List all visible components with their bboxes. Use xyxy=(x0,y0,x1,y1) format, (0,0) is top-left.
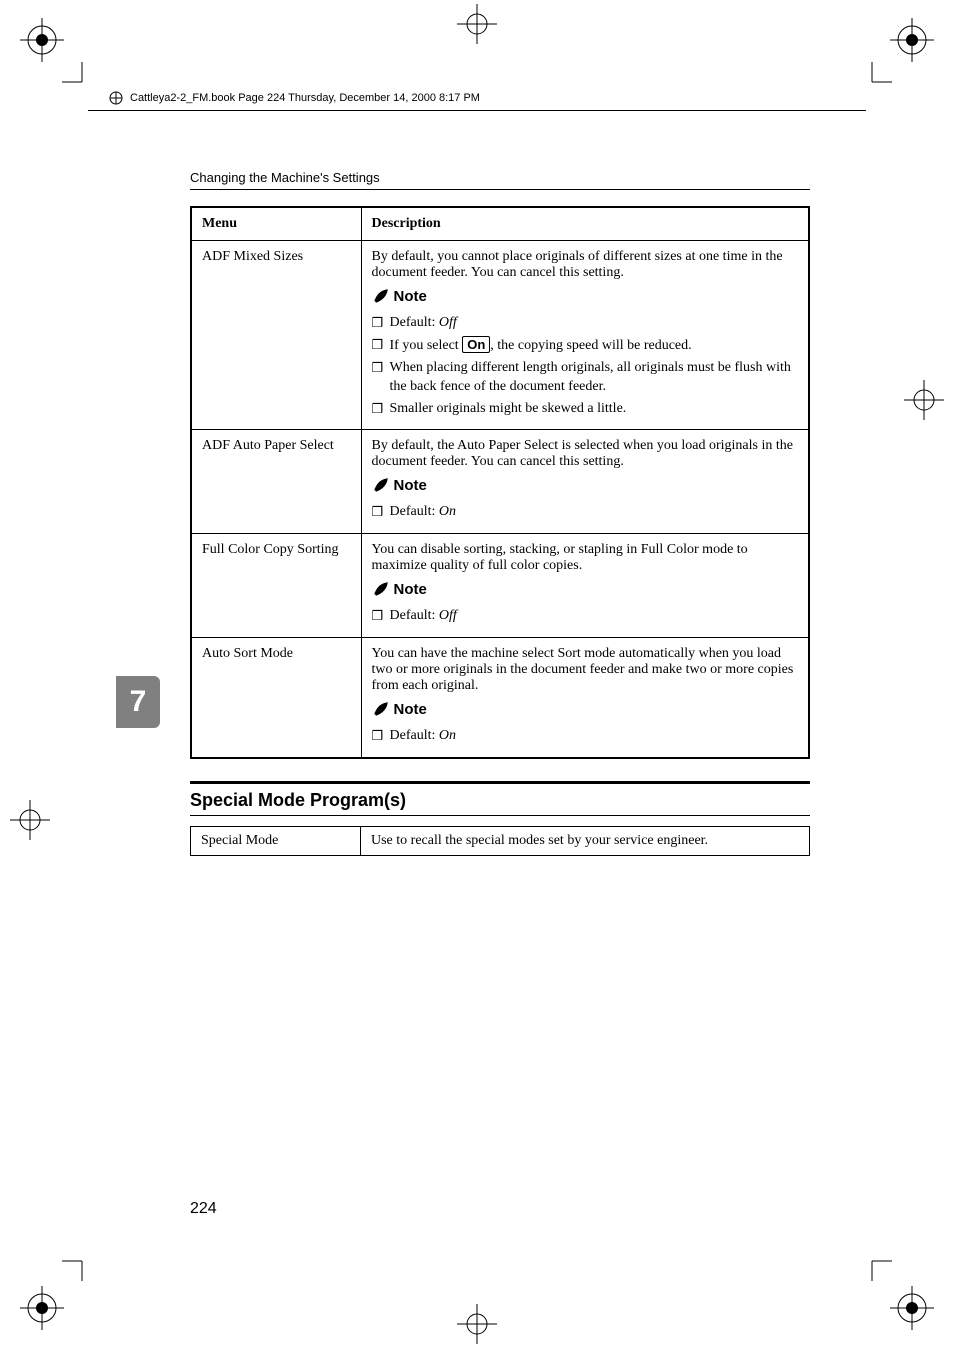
col-desc-header: Description xyxy=(361,207,809,241)
reg-mark-tr xyxy=(890,18,934,62)
reg-mark-tl xyxy=(20,18,64,62)
menu-cell: Special Mode xyxy=(191,827,361,856)
note-text: Note xyxy=(394,701,427,718)
crop-mark-tr xyxy=(864,62,892,95)
menu-cell: Full Color Copy Sorting xyxy=(191,534,361,638)
spread-rule xyxy=(88,110,866,111)
crosshair-right xyxy=(904,380,944,420)
reg-mark-bl xyxy=(20,1286,64,1330)
table-row: ADF Auto Paper Select By default, the Au… xyxy=(191,430,809,534)
list-item: If you select On, the copying speed will… xyxy=(372,336,799,356)
note-icon xyxy=(372,700,390,718)
spread-header-text: Cattleya2-2_FM.book Page 224 Thursday, D… xyxy=(130,92,480,104)
table-row: ADF Mixed Sizes By default, you cannot p… xyxy=(191,241,809,430)
settings-table: Menu Description ADF Mixed Sizes By defa… xyxy=(190,206,810,759)
note-list: Default: On xyxy=(372,727,799,746)
col-menu-header: Menu xyxy=(191,207,361,241)
crop-mark-br xyxy=(864,1253,892,1286)
table-header-row: Menu Description xyxy=(191,207,809,241)
crop-mark-tl xyxy=(62,62,90,95)
desc-cell: Use to recall the special modes set by y… xyxy=(361,827,810,856)
table-row: Special Mode Use to recall the special m… xyxy=(191,827,810,856)
menu-cell: ADF Mixed Sizes xyxy=(191,241,361,430)
chapter-tab: 7 xyxy=(116,676,160,728)
crosshair-left xyxy=(10,800,50,840)
note-label: Note xyxy=(372,580,427,598)
menu-cell: ADF Auto Paper Select xyxy=(191,430,361,534)
desc-text: You can have the machine select Sort mod… xyxy=(372,646,799,694)
desc-cell: By default, you cannot place originals o… xyxy=(361,241,809,430)
list-item: Smaller originals might be skewed a litt… xyxy=(372,400,799,419)
note-label: Note xyxy=(372,700,427,718)
desc-text: By default, the Auto Paper Select is sel… xyxy=(372,438,799,470)
crosshair-top xyxy=(457,4,497,44)
desc-cell: You can have the machine select Sort mod… xyxy=(361,638,809,758)
running-head: Changing the Machine's Settings xyxy=(190,170,810,190)
special-mode-table: Special Mode Use to recall the special m… xyxy=(190,826,810,856)
keycap: On xyxy=(462,336,490,353)
reg-mark-br xyxy=(890,1286,934,1330)
section-title: Special Mode Program(s) xyxy=(190,781,810,816)
page-content: Changing the Machine's Settings Menu Des… xyxy=(190,170,810,856)
note-list: Default: Off xyxy=(372,607,799,626)
note-text: Note xyxy=(394,477,427,494)
menu-cell: Auto Sort Mode xyxy=(191,638,361,758)
note-icon xyxy=(372,476,390,494)
crosshair-bottom xyxy=(457,1304,497,1344)
table-row: Auto Sort Mode You can have the machine … xyxy=(191,638,809,758)
note-label: Note xyxy=(372,476,427,494)
spread-header: Cattleya2-2_FM.book Page 224 Thursday, D… xyxy=(108,90,480,106)
crop-mark-bl xyxy=(62,1253,90,1286)
desc-text: You can disable sorting, stacking, or st… xyxy=(372,542,799,574)
desc-text: By default, you cannot place originals o… xyxy=(372,249,799,281)
list-item: Default: On xyxy=(372,727,799,746)
list-item: Default: Off xyxy=(372,607,799,626)
list-item: Default: On xyxy=(372,503,799,522)
note-text: Note xyxy=(394,288,427,305)
note-icon xyxy=(372,580,390,598)
note-list: Default: On xyxy=(372,503,799,522)
note-list: Default: Off If you select On, the copyi… xyxy=(372,314,799,418)
page-number: 224 xyxy=(190,1200,217,1218)
note-text: Note xyxy=(394,581,427,598)
note-icon xyxy=(372,287,390,305)
desc-cell: By default, the Auto Paper Select is sel… xyxy=(361,430,809,534)
table-row: Full Color Copy Sorting You can disable … xyxy=(191,534,809,638)
list-item: Default: Off xyxy=(372,314,799,333)
desc-cell: You can disable sorting, stacking, or st… xyxy=(361,534,809,638)
list-item: When placing different length originals,… xyxy=(372,359,799,397)
note-label: Note xyxy=(372,287,427,305)
